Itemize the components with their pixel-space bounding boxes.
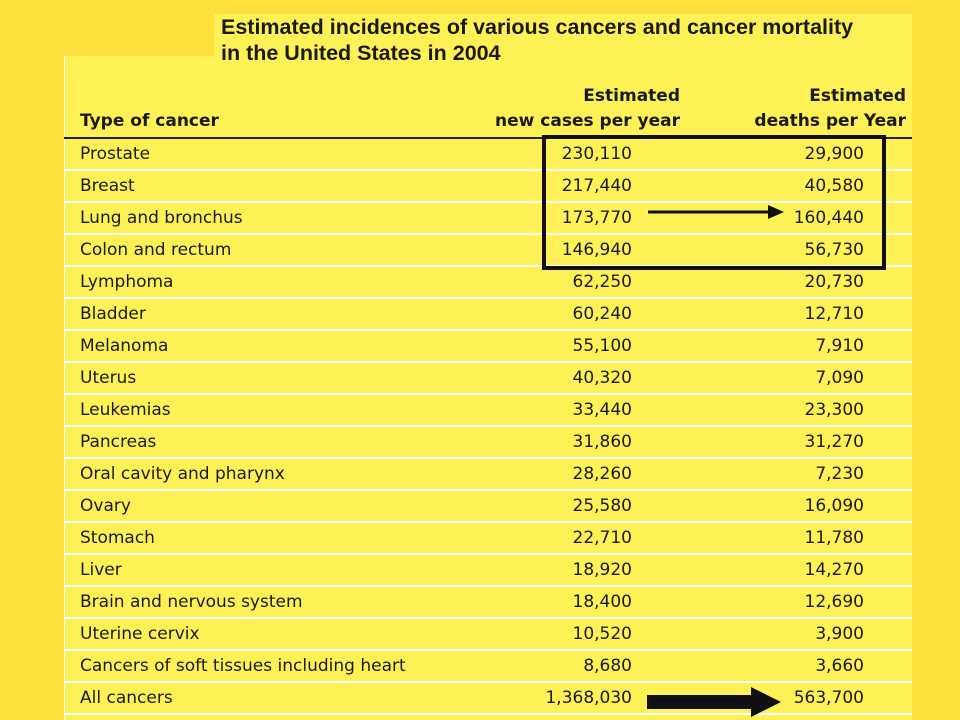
table-row: All cancers 1,368,030 563,700 xyxy=(64,683,912,715)
table-row: Bladder 60,240 12,710 xyxy=(64,299,912,331)
cancer-type-cell: Breast xyxy=(80,176,135,196)
table-row: Stomach 22,710 11,780 xyxy=(64,523,912,555)
header-new-cases-line-1: Estimated xyxy=(583,86,680,106)
cancer-type-cell: Colon and rectum xyxy=(80,240,232,260)
cancer-type-cell: Lung and bronchus xyxy=(80,208,243,228)
new-cases-cell: 31,860 xyxy=(572,432,632,452)
table-row: Ovary 25,580 16,090 xyxy=(64,491,912,523)
cancer-type-cell: Leukemias xyxy=(80,400,171,420)
cancer-type-cell: All cancers xyxy=(80,688,173,708)
table-row: Lung and bronchus 173,770 160,440 xyxy=(64,203,912,235)
table-row: Brain and nervous system 18,400 12,690 xyxy=(64,587,912,619)
cancer-type-cell: Liver xyxy=(80,560,122,580)
cancer-type-cell: Stomach xyxy=(80,528,155,548)
deaths-cell: 160,440 xyxy=(793,208,864,228)
new-cases-cell: 40,320 xyxy=(572,368,632,388)
table-row: Uterine cervix 10,520 3,900 xyxy=(64,619,912,651)
new-cases-cell: 173,770 xyxy=(561,208,632,228)
table-body: Prostate 230,110 29,900 Breast 217,440 40,580… xyxy=(64,139,912,715)
new-cases-cell: 28,260 xyxy=(572,464,632,484)
table-row: Leukemias 33,440 23,300 xyxy=(64,395,912,427)
table-row: Prostate 230,110 29,900 xyxy=(64,139,912,171)
new-cases-cell: 217,440 xyxy=(561,176,632,196)
table-row: Melanoma 55,100 7,910 xyxy=(64,331,912,363)
cancer-type-cell: Ovary xyxy=(80,496,131,516)
cancer-type-cell: Oral cavity and pharynx xyxy=(80,464,285,484)
title-background xyxy=(214,14,912,74)
table-row: Lymphoma 62,250 20,730 xyxy=(64,267,912,299)
new-cases-cell: 22,710 xyxy=(572,528,632,548)
table-row: Cancers of soft tissues including heart 8… xyxy=(64,651,912,683)
cancer-type-cell: Cancers of soft tissues including heart xyxy=(80,656,406,676)
table-row: Pancreas 31,860 31,270 xyxy=(64,427,912,459)
new-cases-cell: 230,110 xyxy=(561,144,632,164)
deaths-cell: 23,300 xyxy=(804,400,864,420)
cancer-type-cell: Pancreas xyxy=(80,432,157,452)
header-new-cases: Estimated new cases per year xyxy=(470,84,680,134)
deaths-cell: 7,230 xyxy=(815,464,864,484)
new-cases-cell: 25,580 xyxy=(572,496,632,516)
cancer-type-cell: Uterine cervix xyxy=(80,624,200,644)
table-left-border xyxy=(64,56,65,720)
table-row: Liver 18,920 14,270 xyxy=(64,555,912,587)
deaths-cell: 12,690 xyxy=(804,592,864,612)
new-cases-cell: 146,940 xyxy=(561,240,632,260)
cancer-type-cell: Melanoma xyxy=(80,336,169,356)
new-cases-cell: 10,520 xyxy=(572,624,632,644)
deaths-cell: 11,780 xyxy=(804,528,864,548)
table-row: Colon and rectum 146,940 56,730 xyxy=(64,235,912,267)
cancer-type-cell: Brain and nervous system xyxy=(80,592,303,612)
header-rule xyxy=(64,137,912,139)
deaths-cell: 16,090 xyxy=(804,496,864,516)
new-cases-cell: 60,240 xyxy=(572,304,632,324)
cancer-type-cell: Uterus xyxy=(80,368,137,388)
table-panel xyxy=(64,56,912,720)
deaths-cell: 7,910 xyxy=(815,336,864,356)
deaths-cell: 3,660 xyxy=(815,656,864,676)
slide-title: Estimated incidences of various cancers … xyxy=(221,14,853,66)
deaths-cell: 12,710 xyxy=(804,304,864,324)
deaths-cell: 20,730 xyxy=(804,272,864,292)
deaths-cell: 31,270 xyxy=(804,432,864,452)
table-row: Oral cavity and pharynx 28,260 7,230 xyxy=(64,459,912,491)
new-cases-cell: 33,440 xyxy=(572,400,632,420)
title-line-2: in the United States in 2004 xyxy=(221,41,501,65)
table-row: Breast 217,440 40,580 xyxy=(64,171,912,203)
new-cases-cell: 62,250 xyxy=(572,272,632,292)
deaths-cell: 563,700 xyxy=(793,688,864,708)
header-type-of-cancer: Type of cancer xyxy=(80,111,219,131)
header-deaths-line-1: Estimated xyxy=(809,86,906,106)
deaths-cell: 7,090 xyxy=(815,368,864,388)
deaths-cell: 40,580 xyxy=(804,176,864,196)
deaths-cell: 29,900 xyxy=(804,144,864,164)
new-cases-cell: 55,100 xyxy=(572,336,632,356)
new-cases-cell: 8,680 xyxy=(583,656,632,676)
cancer-type-cell: Bladder xyxy=(80,304,146,324)
cancer-type-cell: Prostate xyxy=(80,144,151,164)
new-cases-cell: 1,368,030 xyxy=(545,688,632,708)
table-row: Uterus 40,320 7,090 xyxy=(64,363,912,395)
deaths-cell: 3,900 xyxy=(815,624,864,644)
title-line-1: Estimated incidences of various cancers … xyxy=(221,15,854,39)
header-new-cases-line-2: new cases per year xyxy=(495,111,680,131)
new-cases-cell: 18,400 xyxy=(572,592,632,612)
new-cases-cell: 18,920 xyxy=(572,560,632,580)
deaths-cell: 14,270 xyxy=(804,560,864,580)
deaths-cell: 56,730 xyxy=(804,240,864,260)
header-deaths: Estimated deaths per Year xyxy=(710,84,906,134)
header-deaths-line-2: deaths per Year xyxy=(754,111,906,131)
cancer-type-cell: Lymphoma xyxy=(80,272,174,292)
